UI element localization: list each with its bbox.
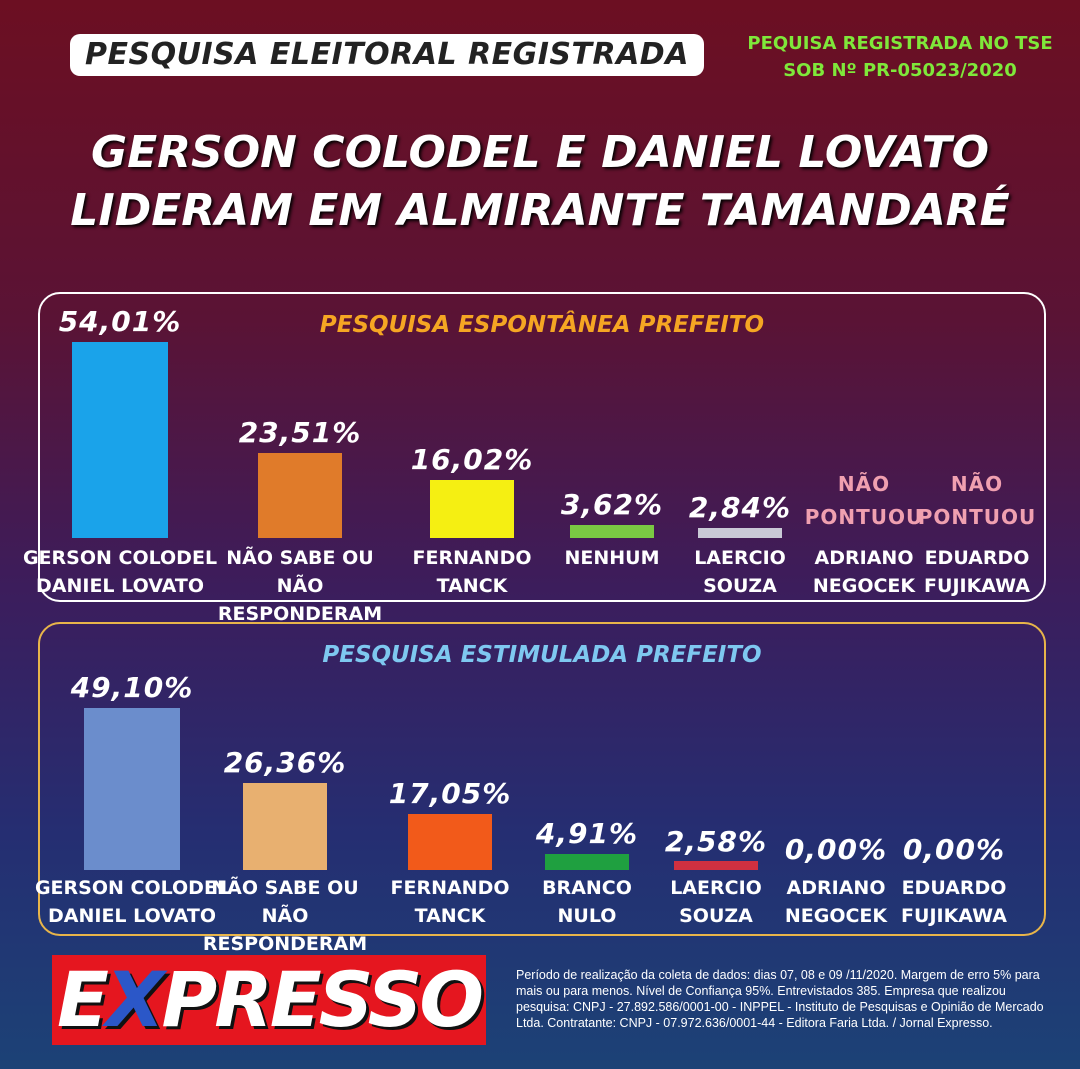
bar [258,452,342,538]
value-label: 16,02% [410,442,534,476]
value-label: 54,01% [58,304,182,338]
category-label: NÃO SABE OU NÃO RESPONDERAM [217,547,383,625]
logo: EXPRESSO [52,955,486,1045]
category-label: ADRIANO NEGOCEK [812,547,916,597]
category-label: NÃO SABE OU NÃO RESPONDERAM [202,877,368,955]
value-label: 3,62% [560,487,664,521]
value-label: 23,51% [238,415,362,449]
category-label: GERSON COLODEL DANIEL LOVATO [22,547,218,597]
category-label: EDUARDO FUJIKAWA [901,877,1007,927]
chart-panel: PESQUISA ESTIMULADA PREFEITO 49,10% GERSO… [35,622,1046,955]
chart-title: PESQUISA ESPONTÂNEA PREFEITO [319,312,765,338]
bar [545,853,629,870]
bar [698,527,782,538]
category-label: FERNANDO TANCK [412,547,532,597]
category-label: EDUARDO FUJIKAWA [924,547,1030,597]
bar [243,783,327,870]
value-label: NÃO PONTUOU [917,472,1037,529]
bar [84,707,180,870]
bar [72,341,168,538]
bar [430,479,514,538]
chart-title: PESQUISA ESTIMULADA PREFEITO [322,642,762,668]
category-label: LAERCIO SOUZA [694,547,786,597]
bar [408,813,492,870]
value-label: 17,05% [388,776,512,810]
value-label: 26,36% [223,746,347,780]
value-label: 2,84% [688,490,792,524]
methodology-note: Período de realização da coleta de dados… [516,968,1044,1030]
headline: GERSON COLODEL E DANIEL LOVATO LIDERAM E… [70,127,1010,236]
value-label: 49,10% [70,670,194,704]
value-label: 2,58% [664,824,768,858]
category-label: ADRIANO NEGOCEK [784,877,888,927]
logo-part: PRESSO [161,955,485,1044]
value-label: 0,00% [784,833,888,866]
badge: PESQUISA ELEITORAL REGISTRADA [70,34,704,76]
chart-panel: PESQUISA ESPONTÂNEA PREFEITO 54,01% GERSO… [23,292,1046,625]
value-label: 0,00% [902,833,1006,866]
logo-part: X [105,955,165,1044]
category-label: FERNANDO TANCK [390,877,510,927]
bar [674,861,758,870]
registration-note: PEQUISA REGISTRADA NO TSE SOB Nº PR-0502… [747,33,1053,81]
value-label: 4,91% [535,816,639,850]
value-label: NÃO PONTUOU [804,472,924,529]
bar [570,524,654,538]
category-label: GERSON COLODEL DANIEL LOVATO [34,877,230,927]
logo-part: E [56,955,109,1044]
category-label: BRANCO NULO [542,877,632,927]
category-label: LAERCIO SOUZA [670,877,762,927]
category-label: NENHUM [564,547,660,569]
